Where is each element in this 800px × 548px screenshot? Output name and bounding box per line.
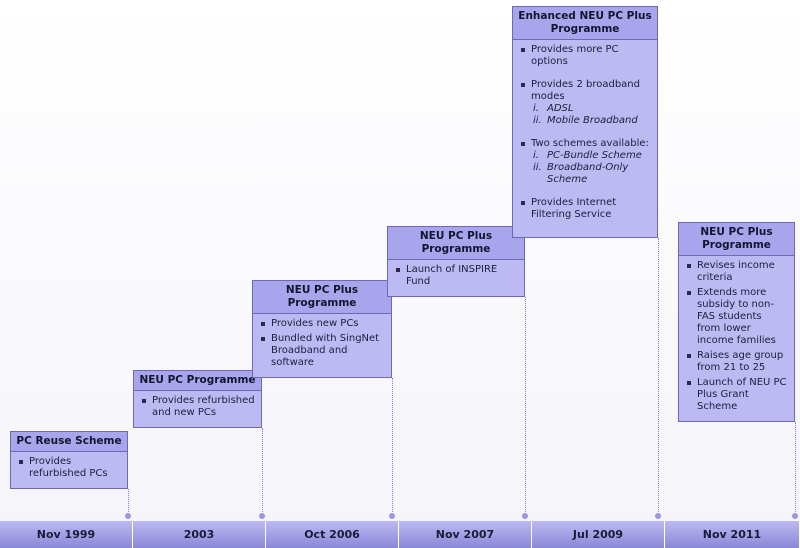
timeline-date: Jul 2009 xyxy=(532,521,665,548)
milestone-title: NEU PC Plus Programme xyxy=(253,281,391,314)
milestone-title: NEU PC Programme xyxy=(134,371,261,391)
sub-item: i. PC-Bundle Scheme xyxy=(531,150,651,162)
connector-dot xyxy=(125,513,131,519)
milestone-box: NEU PC Plus Programme Provides new PCs Bun… xyxy=(252,280,392,378)
milestone-item: Launch of NEU PC Plus Grant Scheme xyxy=(685,377,788,413)
milestone-list: Launch of INSPIRE Fund xyxy=(388,260,524,296)
milestone-item: Provides more PC options xyxy=(519,44,651,68)
timeline-date: Oct 2006 xyxy=(266,521,399,548)
milestone-box: PC Reuse Scheme Provides refurbished PCs xyxy=(10,431,128,489)
milestone-item: Bundled with SingNet Broadband and softw… xyxy=(259,333,385,369)
connector-dot xyxy=(792,513,798,519)
connector-line xyxy=(262,428,263,516)
connector-line xyxy=(392,378,393,516)
milestone-title: NEU PC Plus Programme xyxy=(388,227,524,260)
milestone-item: Extends more subsidy to non-FAS students… xyxy=(685,287,788,347)
milestone-item: Raises age group from 21 to 25 xyxy=(685,350,788,374)
item-text: Two schemes available: xyxy=(531,138,649,149)
sub-text: ADSL xyxy=(547,103,574,114)
milestone-box: Enhanced NEU PC Plus Programme Provides m… xyxy=(512,6,658,238)
sub-marker: i. xyxy=(533,103,539,114)
timeline-date: 2003 xyxy=(133,521,266,548)
timeline-date: Nov 2011 xyxy=(665,521,800,548)
connector-dot xyxy=(259,513,265,519)
milestone-title: PC Reuse Scheme xyxy=(11,432,127,452)
item-text: Provides refurbished PCs xyxy=(29,456,108,479)
item-text: Provides refurbished and new PCs xyxy=(152,395,255,418)
milestone-box: NEU PC Plus Programme Launch of INSPIRE F… xyxy=(387,226,525,297)
milestone-list: Provides more PC options Provides 2 broad… xyxy=(513,40,657,237)
connector-line xyxy=(128,489,129,516)
item-text: Launch of NEU PC Plus Grant Scheme xyxy=(697,377,787,412)
item-text: Provides more PC options xyxy=(531,44,619,67)
sub-text: Broadband-Only Scheme xyxy=(547,162,629,185)
item-text: Provides Internet Filtering Service xyxy=(531,197,617,220)
sub-text: Mobile Broadband xyxy=(547,115,638,126)
milestone-list: Revises income criteria Extends more subs… xyxy=(679,256,794,421)
timeline-date: Nov 1999 xyxy=(0,521,133,548)
item-text: Extends more subsidy to non-FAS students… xyxy=(697,287,776,346)
milestone-title: NEU PC Plus Programme xyxy=(679,223,794,256)
connector-dot xyxy=(522,513,528,519)
item-text: Bundled with SingNet Broadband and softw… xyxy=(271,333,380,368)
milestone-item: Provides Internet Filtering Service xyxy=(519,197,651,221)
milestone-list: Provides refurbished and new PCs xyxy=(134,391,261,427)
connector-dot xyxy=(655,513,661,519)
connector-line xyxy=(795,422,796,516)
milestone-item: Provides refurbished and new PCs xyxy=(140,395,255,419)
item-text: Provides new PCs xyxy=(271,318,359,329)
sub-text: PC-Bundle Scheme xyxy=(547,150,642,161)
sub-item: i. ADSL xyxy=(531,103,651,115)
sub-item: ii. Broadband-Only Scheme xyxy=(531,162,651,186)
sub-item: ii. Mobile Broadband xyxy=(531,115,651,127)
milestone-item: Revises income criteria xyxy=(685,260,788,284)
item-text: Revises income criteria xyxy=(697,260,775,283)
timeline-date: Nov 2007 xyxy=(399,521,532,548)
milestone-list: Provides refurbished PCs xyxy=(11,452,127,488)
sub-marker: i. xyxy=(533,150,539,161)
milestone-list: Provides new PCs Bundled with SingNet Bro… xyxy=(253,314,391,377)
milestone-box: NEU PC Plus Programme Revises income crit… xyxy=(678,222,795,422)
connector-dot xyxy=(389,513,395,519)
milestone-item: Launch of INSPIRE Fund xyxy=(394,264,518,288)
item-text: Launch of INSPIRE Fund xyxy=(406,264,498,287)
sub-marker: ii. xyxy=(533,115,542,126)
item-text: Raises age group from 21 to 25 xyxy=(697,350,784,373)
sub-marker: ii. xyxy=(533,162,542,173)
connector-line xyxy=(525,297,526,516)
milestone-item: Provides new PCs xyxy=(259,318,385,330)
connector-line xyxy=(658,238,659,516)
milestone-item: Two schemes available: i. PC-Bundle Scheme… xyxy=(519,138,651,186)
milestone-item: Provides 2 broadband modes i. ADSL ii. Mobil… xyxy=(519,79,651,127)
milestone-box: NEU PC Programme Provides refurbished and… xyxy=(133,370,262,428)
milestone-item: Provides refurbished PCs xyxy=(17,456,121,480)
milestone-title: Enhanced NEU PC Plus Programme xyxy=(513,7,657,40)
item-text: Provides 2 broadband modes xyxy=(531,79,640,102)
